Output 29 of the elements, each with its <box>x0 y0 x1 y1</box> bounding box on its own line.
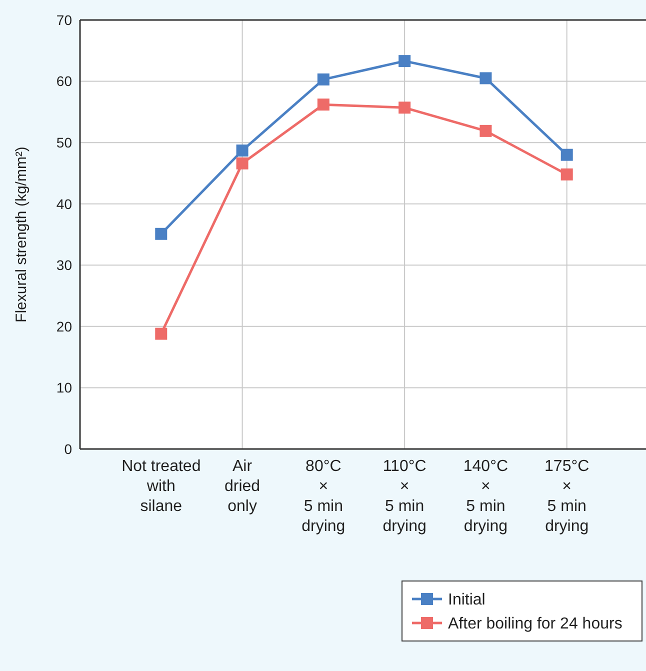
y-axis-title: Flexural strength (kg/mm²) <box>13 146 30 322</box>
point <box>398 102 411 114</box>
x-tick-label: 110°C × 5 min drying <box>382 458 426 535</box>
y-tick-label: 60 <box>56 73 72 90</box>
legend-label: Initial <box>448 592 486 609</box>
point <box>398 55 411 68</box>
point <box>155 328 168 340</box>
point <box>155 228 168 240</box>
x-tick-label: 140°C × 5 min drying <box>463 458 508 535</box>
y-tick-label: 20 <box>56 318 72 334</box>
x-tick-label: 80°C × 5 min drying <box>302 458 346 535</box>
point <box>560 148 573 161</box>
point <box>236 157 248 170</box>
x-tick-label: Air dried only <box>224 458 260 515</box>
point <box>480 124 492 137</box>
y-tick-label: 70 <box>56 12 72 28</box>
point <box>480 72 492 84</box>
y-tick-label: 50 <box>56 134 72 150</box>
y-tick-label: 0 <box>64 440 72 457</box>
point <box>560 168 573 180</box>
x-tick-label: 175°C × 5 min drying <box>544 458 590 535</box>
point <box>236 144 248 157</box>
legend-label: After boiling for 24 hours <box>448 616 622 633</box>
y-tick-label: 30 <box>56 257 72 274</box>
x-tick-label: Not treated with silane <box>122 458 201 515</box>
point <box>317 73 330 86</box>
y-tick-label: 40 <box>56 196 72 212</box>
y-tick-label: 10 <box>56 380 72 396</box>
point <box>317 98 330 111</box>
